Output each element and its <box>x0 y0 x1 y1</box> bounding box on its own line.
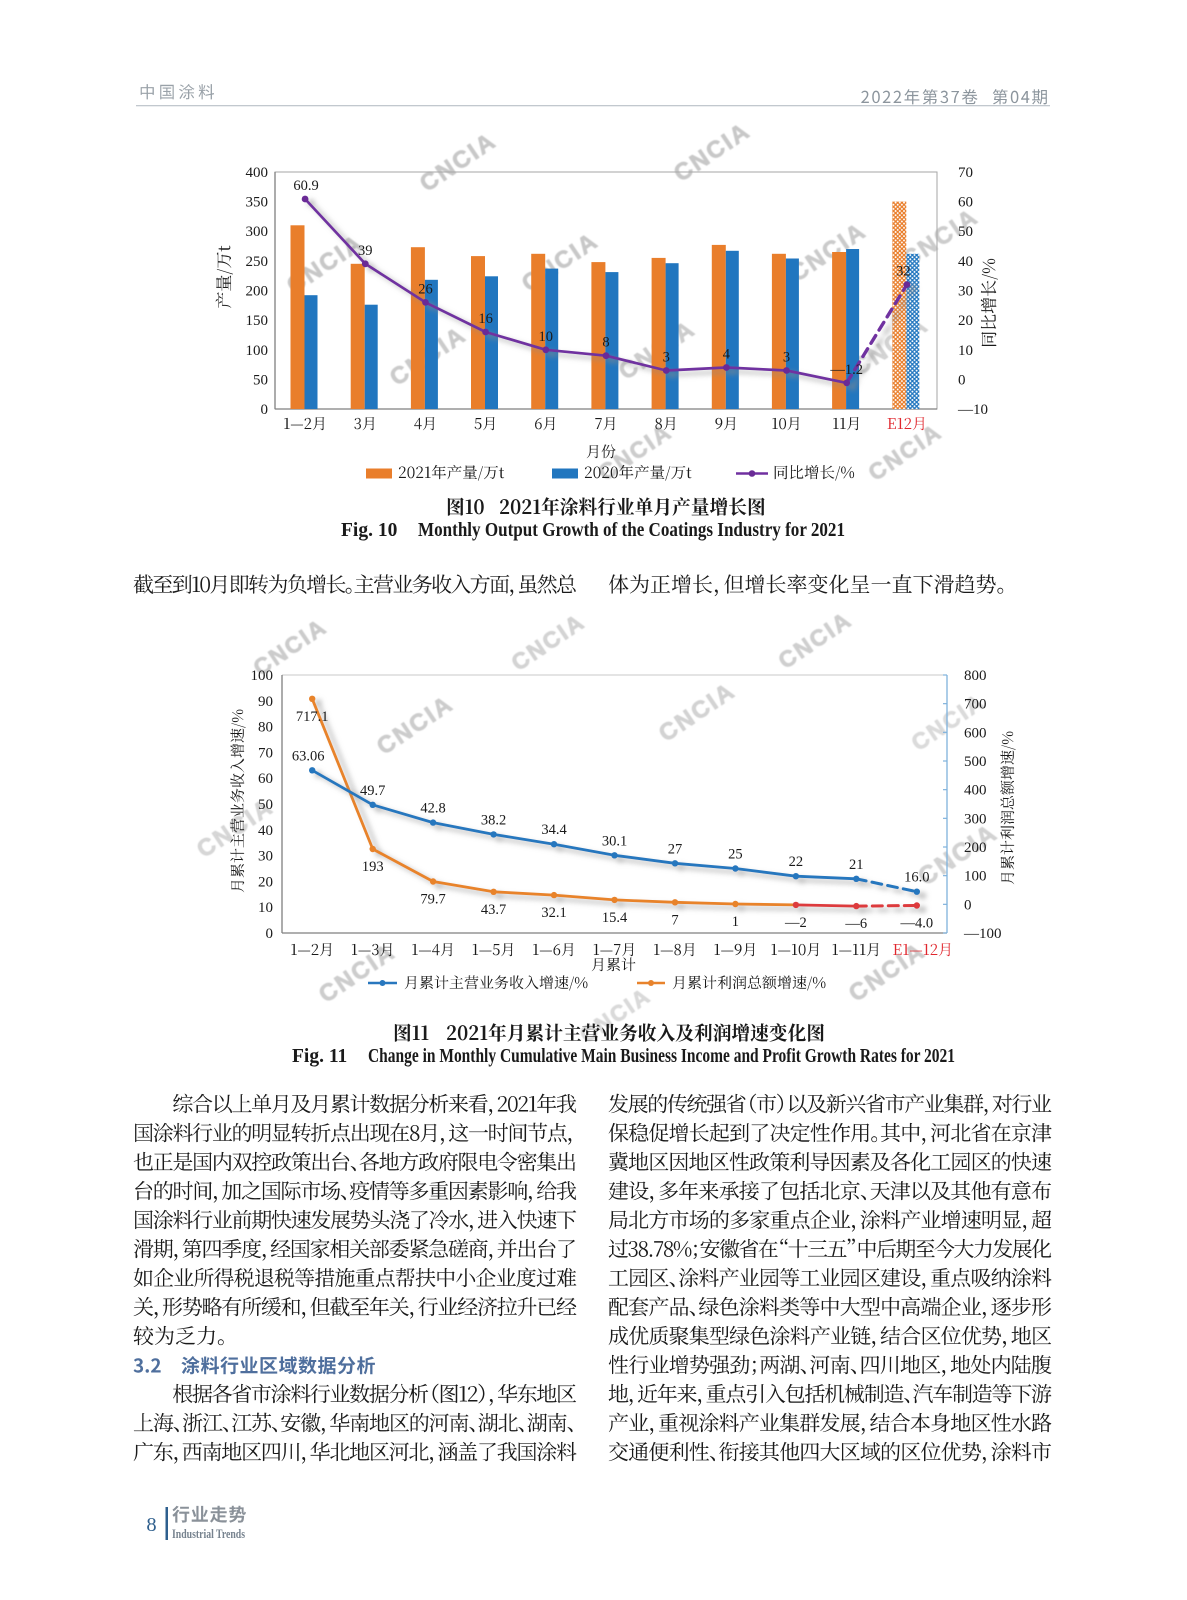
svg-text:7: 7 <box>671 912 678 928</box>
svg-text:15.4: 15.4 <box>602 910 628 926</box>
svg-text:70: 70 <box>258 745 273 761</box>
svg-text:26: 26 <box>418 281 433 297</box>
svg-text:193: 193 <box>362 859 384 875</box>
svg-text:27: 27 <box>668 841 683 857</box>
svg-text:0: 0 <box>958 372 966 388</box>
svg-text:50: 50 <box>258 797 273 813</box>
svg-text:63.06: 63.06 <box>292 748 325 764</box>
svg-text:100: 100 <box>246 343 269 359</box>
svg-text:22: 22 <box>789 854 804 870</box>
svg-text:70: 70 <box>958 165 973 181</box>
svg-text:39: 39 <box>358 243 373 259</box>
svg-text:4: 4 <box>723 347 731 363</box>
svg-text:500: 500 <box>964 754 987 770</box>
svg-text:42.8: 42.8 <box>420 801 445 817</box>
svg-text:49.7: 49.7 <box>360 783 385 799</box>
svg-text:32.1: 32.1 <box>541 905 566 921</box>
svg-text:30: 30 <box>258 849 273 865</box>
svg-text:16: 16 <box>478 311 493 327</box>
svg-text:600: 600 <box>964 725 987 741</box>
svg-text:700: 700 <box>964 697 987 713</box>
svg-text:200: 200 <box>246 284 269 300</box>
svg-text:34.4: 34.4 <box>541 822 567 838</box>
svg-text:0: 0 <box>261 402 269 418</box>
svg-text:50: 50 <box>253 372 268 388</box>
svg-text:717.1: 717.1 <box>296 709 329 725</box>
svg-text:20: 20 <box>958 313 973 329</box>
svg-text:400: 400 <box>964 783 987 799</box>
svg-text:0: 0 <box>964 897 972 913</box>
svg-text:300: 300 <box>246 224 269 240</box>
svg-text:—10: —10 <box>957 402 988 418</box>
svg-text:32: 32 <box>896 264 911 280</box>
svg-text:10: 10 <box>539 329 554 345</box>
svg-text:30: 30 <box>958 284 973 300</box>
svg-text:300: 300 <box>964 811 987 827</box>
svg-text:16.0: 16.0 <box>904 870 929 886</box>
svg-text:100: 100 <box>964 869 987 885</box>
svg-text:100: 100 <box>251 668 274 684</box>
svg-text:Fig. 11: Fig. 11 <box>292 1046 347 1067</box>
svg-text:Monthly Output Growth of the C: Monthly Output Growth of the Coatings In… <box>418 520 845 541</box>
svg-text:80: 80 <box>258 720 273 736</box>
svg-text:60: 60 <box>958 195 973 211</box>
svg-text:8: 8 <box>602 335 609 351</box>
svg-text:60: 60 <box>258 771 273 787</box>
svg-text:350: 350 <box>246 195 269 211</box>
svg-text:200: 200 <box>964 840 987 856</box>
svg-text:40: 40 <box>258 823 273 839</box>
svg-text:43.7: 43.7 <box>481 902 506 918</box>
svg-text:250: 250 <box>246 254 269 270</box>
svg-text:1: 1 <box>732 914 739 930</box>
svg-text:400: 400 <box>246 165 269 181</box>
svg-text:10: 10 <box>258 900 273 916</box>
svg-text:79.7: 79.7 <box>420 892 445 908</box>
svg-text:—4.0: —4.0 <box>899 916 933 932</box>
svg-text:20: 20 <box>258 874 273 890</box>
svg-text:25: 25 <box>728 847 743 863</box>
svg-text:60.9: 60.9 <box>293 178 318 194</box>
svg-text:—2: —2 <box>784 915 807 931</box>
svg-text:90: 90 <box>258 694 273 710</box>
svg-text:—100: —100 <box>963 926 1002 942</box>
svg-text:30.1: 30.1 <box>602 833 627 849</box>
svg-text:—1.2: —1.2 <box>829 362 863 378</box>
svg-text:38.2: 38.2 <box>481 812 506 828</box>
svg-text:40: 40 <box>958 254 973 270</box>
svg-text:0: 0 <box>266 926 274 942</box>
svg-text:10: 10 <box>958 343 973 359</box>
svg-text:150: 150 <box>246 313 269 329</box>
svg-text:3: 3 <box>783 350 790 366</box>
svg-text:Change in Monthly Cumulative M: Change in Monthly Cumulative Main Busine… <box>368 1046 955 1067</box>
svg-text:800: 800 <box>964 668 987 684</box>
svg-text:21: 21 <box>849 857 864 873</box>
svg-text:Fig. 10: Fig. 10 <box>341 520 397 541</box>
svg-text:Industrial Trends: Industrial Trends <box>172 1527 245 1541</box>
svg-text:8: 8 <box>146 1514 156 1536</box>
svg-text:50: 50 <box>958 224 973 240</box>
svg-text:3: 3 <box>663 350 670 366</box>
svg-text:—6: —6 <box>844 916 867 932</box>
